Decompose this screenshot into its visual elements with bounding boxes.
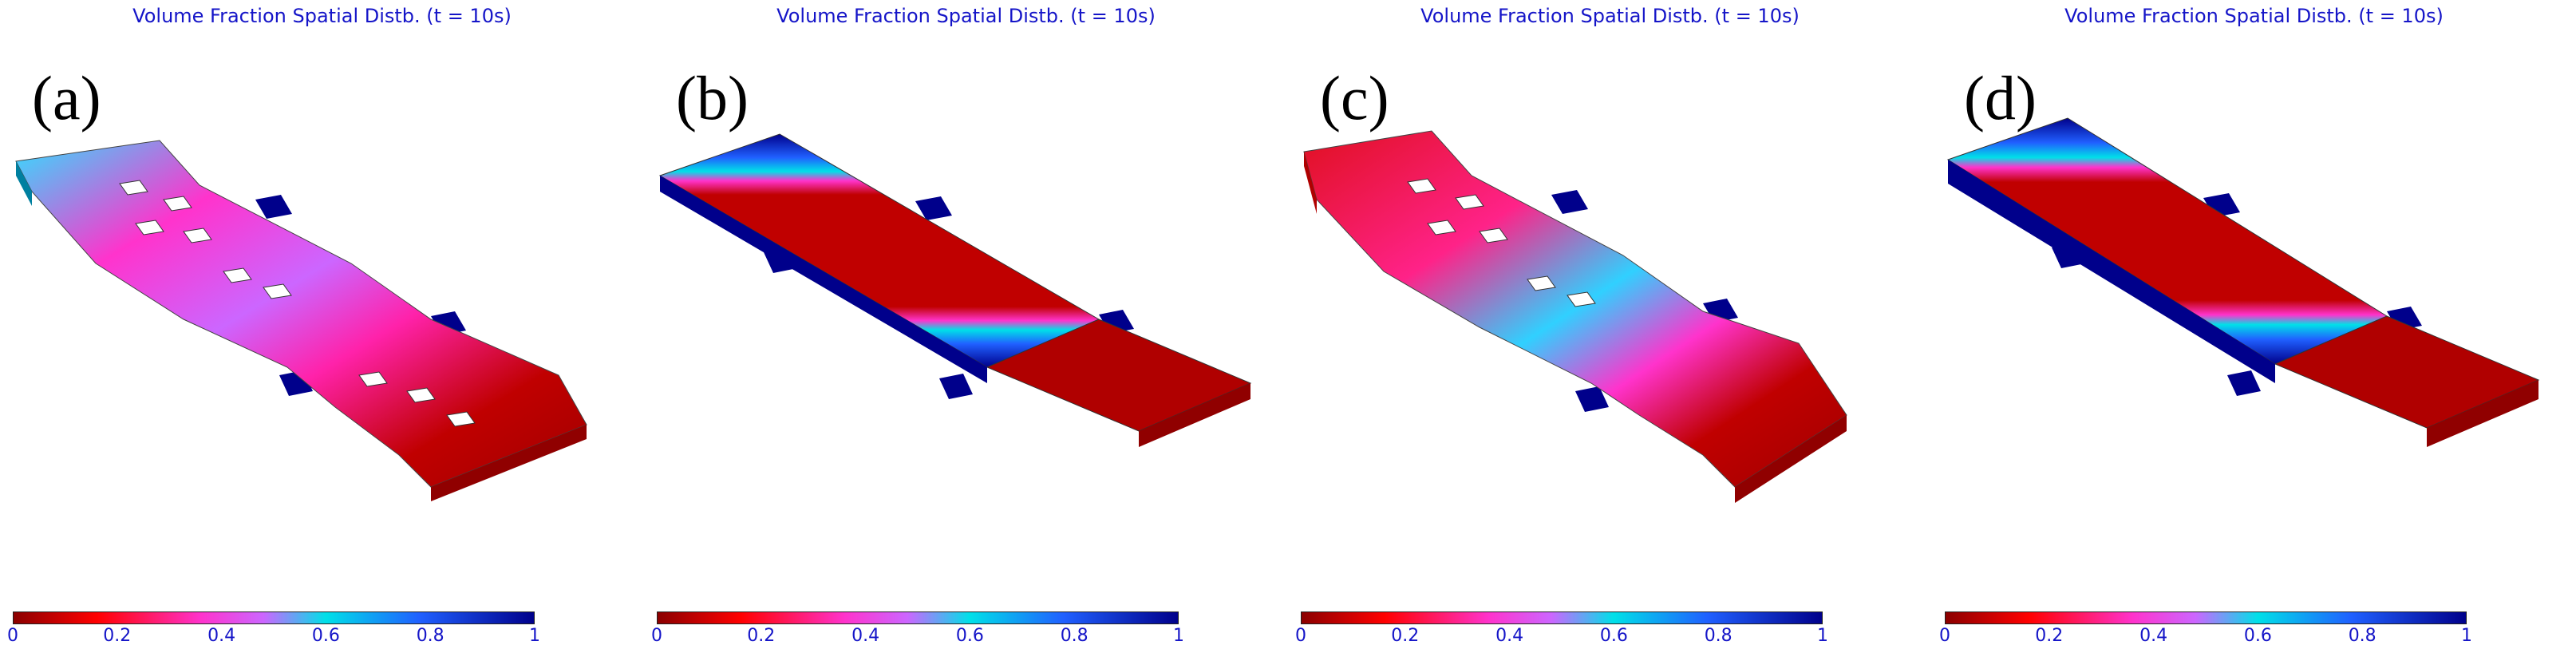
colorbar-tick: 0.8 [2348,626,2376,646]
colorbar-tick: 0.2 [1391,626,1420,646]
panel-label: (c) [1320,63,1389,133]
colorbar-tick: 0 [1939,626,1950,646]
colorbar-tick: 0.6 [311,626,340,646]
panel-title: Volume Fraction Spatial Distb. (t = 10s) [2064,5,2444,27]
colorbar-tick: 0.2 [2035,626,2064,646]
mixer-geometry-c [1303,130,1847,503]
colorbar-tick: 1 [2461,626,2472,646]
colorbar-tick: 0.4 [2139,626,2168,646]
channel-geometry-d [1946,117,2540,447]
colorbar-tick: 0.8 [1704,626,1732,646]
colorbar-tick: 0.4 [1495,626,1524,646]
colorbar-tick: 0.2 [747,626,776,646]
colorbar-tick: 0 [1295,626,1306,646]
colorbar-tick: 0.8 [1060,626,1088,646]
channel-geometry-b [658,133,1252,447]
panel-label: (b) [676,63,749,133]
colorbar-tick: 0 [651,626,662,646]
colorbar-gradient [1945,611,2467,624]
colorbar-tick: 0.6 [955,626,984,646]
colorbar-tick: 0.2 [103,626,132,646]
colorbar: 0 0.2 0.4 0.6 0.8 1 [1939,611,2472,656]
colorbar: 0 0.2 0.4 0.6 0.8 1 [1295,611,1828,656]
colorbar-tick: 0.6 [2243,626,2272,646]
colorbar-tick: 0 [7,626,18,646]
colorbar-tick: 0.4 [851,626,880,646]
panel-title: Volume Fraction Spatial Distb. (t = 10s) [1420,5,1800,27]
colorbar-tick: 0.6 [1599,626,1628,646]
colorbar-tick: 0.4 [207,626,236,646]
panel-title: Volume Fraction Spatial Distb. (t = 10s) [132,5,512,27]
panel-title: Volume Fraction Spatial Distb. (t = 10s) [776,5,1156,27]
panel-label: (d) [1964,63,2037,133]
colorbar-tick: 1 [1817,626,1828,646]
colorbar-tick: 0.8 [416,626,444,646]
panel-d: Volume Fraction Spatial Distb. (t = 10s)… [1932,0,2576,657]
panel-b: Volume Fraction Spatial Distb. (t = 10s)… [644,0,1288,657]
mixer-geometry-a [15,140,587,501]
panel-label: (a) [32,63,101,133]
colorbar-gradient [1301,611,1823,624]
colorbar-tick: 1 [529,626,540,646]
colorbar: 0 0.2 0.4 0.6 0.8 1 [7,611,540,656]
panel-c: Volume Fraction Spatial Distb. (t = 10s)… [1288,0,1932,657]
colorbar: 0 0.2 0.4 0.6 0.8 1 [651,611,1184,656]
panel-a: Volume Fraction Spatial Distb. (t = 10s)… [0,0,644,657]
colorbar-tick: 1 [1173,626,1184,646]
colorbar-gradient [657,611,1179,624]
colorbar-gradient [13,611,535,624]
